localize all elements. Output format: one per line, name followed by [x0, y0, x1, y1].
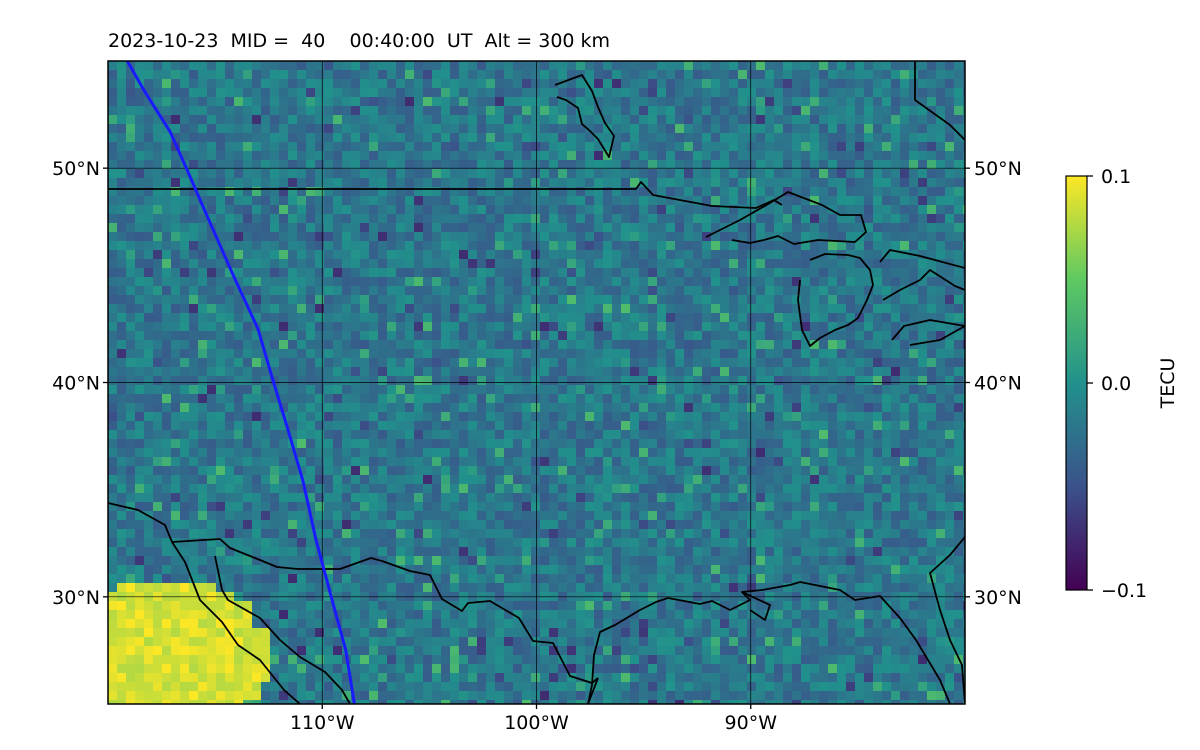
colorbar: 0.1 0.0 −0.1 TECU: [1065, 166, 1179, 602]
lake-huron-lower: [882, 269, 965, 301]
lat-label-left: 50°N: [52, 158, 100, 180]
colorbar-label: TECU: [1157, 358, 1179, 410]
lon-label: 100°W: [504, 712, 569, 734]
map-tick-labels: 50°N 50°N 40°N 40°N 30°N 30°N 110°W 100°W 90°W: [52, 158, 1022, 734]
us-canada-border: [108, 181, 783, 209]
lat-label-left: 30°N: [52, 587, 100, 609]
gulf-of-mexico-coast: [587, 581, 951, 704]
satellite-track-line: [125, 61, 356, 704]
mississippi-delta: [741, 591, 771, 621]
lon-label: 110°W: [290, 712, 355, 734]
mexico-coast-inner: [214, 555, 351, 704]
mexico-border-west: [108, 502, 599, 684]
colorbar-ticks: 0.1 0.0 −0.1: [1087, 166, 1147, 602]
lake-michigan-outline: [797, 253, 874, 347]
lake-superior-outline: [705, 191, 867, 245]
plot-title: 2023-10-23 MID = 40 00:40:00 UT Alt = 30…: [108, 30, 611, 52]
lat-label-left: 40°N: [52, 373, 100, 395]
colorbar-gradient: [1065, 175, 1088, 591]
colorbar-tick-label: −0.1: [1101, 580, 1147, 602]
lat-label-right: 50°N: [974, 158, 1022, 180]
colorbar-tick-label: 0.1: [1101, 166, 1131, 188]
lat-label-right: 30°N: [974, 587, 1022, 609]
map-tick-marks: [103, 167, 970, 709]
baja-coast: [171, 541, 301, 704]
lon-label: 90°W: [725, 712, 778, 734]
hudson-bay-edge: [914, 61, 965, 141]
florida-coast: [929, 536, 965, 704]
map-panel: 50°N 50°N 40°N 40°N 30°N 30°N 110°W 100°W 90°W: [52, 60, 1022, 734]
lat-label-right: 40°N: [974, 373, 1022, 395]
lake-winnipeg-outline: [554, 74, 615, 158]
coastlines-and-borders: [108, 61, 965, 704]
tec-field-raster: [108, 61, 965, 704]
lake-huron-outline: [879, 249, 965, 269]
colorbar-tick-label: 0.0: [1101, 373, 1131, 395]
lake-erie-outline: [891, 319, 965, 346]
